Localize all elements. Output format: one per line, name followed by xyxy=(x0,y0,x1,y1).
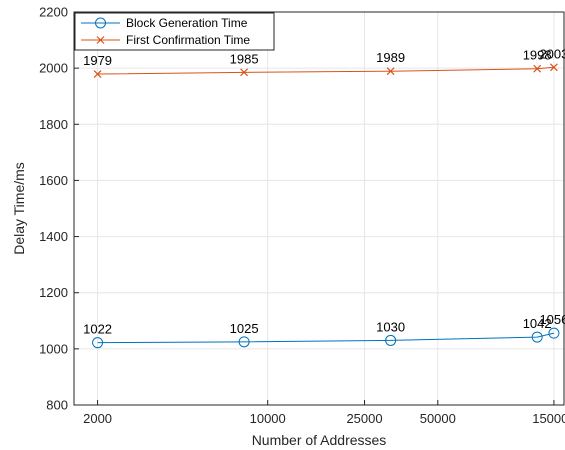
y-tick-label: 1400 xyxy=(39,229,68,244)
marker-stroke xyxy=(550,63,558,72)
marker-stroke xyxy=(240,68,249,77)
data-point xyxy=(550,63,558,72)
data-label: 1979 xyxy=(83,53,112,68)
data-point xyxy=(93,70,102,78)
marker-stroke xyxy=(386,67,395,76)
data-label: 1022 xyxy=(83,322,112,337)
y-tick-label: 2000 xyxy=(39,61,68,76)
x-tick-label: 25000 xyxy=(346,411,382,426)
data-point xyxy=(92,337,104,349)
y-tick-label: 800 xyxy=(46,398,68,413)
data-label: 1056 xyxy=(539,312,565,327)
grid-lines xyxy=(74,11,564,406)
y-tick-label: 1200 xyxy=(39,285,68,300)
y-axis: 800 1000 1200 1400 1600 1800 2000 2200 xyxy=(39,5,79,413)
marker-stroke xyxy=(96,36,105,44)
data-point xyxy=(385,334,397,346)
legend-marker xyxy=(96,36,105,44)
data-label: 1042 xyxy=(523,316,552,331)
y-tick-label: 1600 xyxy=(39,173,68,188)
marker-stroke xyxy=(93,70,102,78)
x-tick-label: 10000 xyxy=(250,411,286,426)
legend-entry: Block Generation Time xyxy=(126,16,248,30)
legend: Block Generation Time First Confirmation … xyxy=(74,12,275,51)
data-label: 1985 xyxy=(230,51,259,66)
x-axis-label: Number of Addresses xyxy=(252,432,387,448)
y-tick-label: 2200 xyxy=(39,5,68,20)
data-point xyxy=(240,68,249,77)
data-label: 2003 xyxy=(539,46,565,61)
data-point xyxy=(386,67,395,76)
marker-stroke xyxy=(533,64,542,73)
data-point xyxy=(533,64,542,73)
series-line xyxy=(97,332,555,344)
legend-entry: First Confirmation Time xyxy=(126,33,250,47)
legend-marker xyxy=(95,17,106,29)
data-point xyxy=(548,327,560,339)
x-tick-label: 150000 xyxy=(532,411,565,426)
legend-box xyxy=(74,12,275,51)
x-axis: 2000 10000 25000 50000 150000 xyxy=(83,400,565,426)
data-label: 1998 xyxy=(523,48,552,63)
y-axis-label: Delay Time/ms xyxy=(11,162,27,255)
data-label: 1030 xyxy=(376,319,405,334)
data-label: 1025 xyxy=(230,321,259,336)
y-tick-label: 1000 xyxy=(39,341,68,356)
data-point xyxy=(238,336,250,348)
y-tick-label: 1800 xyxy=(39,117,68,132)
plot-area xyxy=(73,11,565,406)
x-tick-label: 2000 xyxy=(83,411,112,426)
data-point xyxy=(531,331,543,343)
x-tick-label: 50000 xyxy=(420,411,456,426)
data-label: 1989 xyxy=(376,50,405,65)
